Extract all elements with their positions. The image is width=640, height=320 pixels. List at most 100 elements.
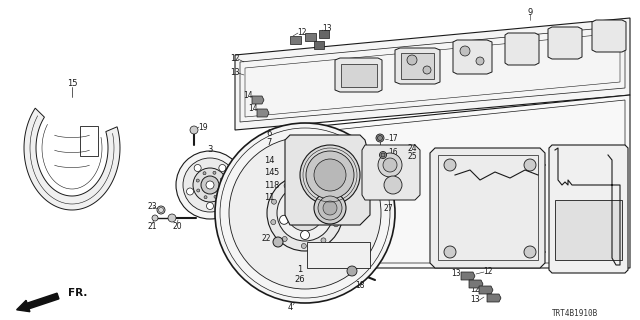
Text: 18: 18 [355, 282, 365, 291]
Text: 12: 12 [230, 53, 240, 62]
Circle shape [314, 191, 323, 200]
Text: 14: 14 [264, 167, 275, 177]
Circle shape [314, 159, 346, 191]
Circle shape [383, 158, 397, 172]
Circle shape [193, 168, 227, 202]
Circle shape [295, 203, 315, 223]
Text: 27: 27 [383, 204, 393, 212]
Circle shape [267, 175, 343, 251]
Circle shape [207, 203, 214, 210]
Circle shape [277, 185, 333, 241]
Polygon shape [505, 33, 539, 65]
Circle shape [183, 158, 237, 212]
Circle shape [196, 179, 199, 182]
Text: 12: 12 [483, 267, 493, 276]
Text: 16: 16 [388, 148, 398, 156]
Circle shape [476, 57, 484, 65]
Circle shape [215, 123, 395, 303]
Circle shape [423, 66, 431, 74]
Circle shape [444, 246, 456, 258]
Circle shape [219, 164, 226, 172]
Circle shape [229, 137, 381, 289]
Circle shape [221, 188, 224, 191]
Circle shape [380, 151, 387, 158]
Circle shape [334, 201, 339, 206]
Text: 11: 11 [264, 180, 275, 189]
Polygon shape [252, 96, 264, 104]
Circle shape [321, 215, 330, 224]
Circle shape [201, 176, 219, 194]
Polygon shape [549, 145, 628, 273]
Circle shape [214, 195, 217, 198]
Circle shape [206, 181, 214, 189]
Circle shape [323, 201, 337, 215]
Polygon shape [319, 30, 329, 38]
Polygon shape [479, 286, 493, 294]
Circle shape [384, 176, 402, 194]
Text: 14: 14 [248, 103, 258, 113]
Circle shape [227, 188, 234, 195]
Text: 6: 6 [266, 129, 272, 138]
Text: 5: 5 [273, 167, 278, 177]
Circle shape [524, 246, 536, 258]
Polygon shape [80, 126, 98, 156]
Polygon shape [453, 40, 492, 74]
Circle shape [444, 159, 456, 171]
Text: 14: 14 [264, 156, 275, 164]
Circle shape [321, 238, 326, 243]
Text: 24: 24 [407, 143, 417, 153]
Circle shape [213, 171, 216, 174]
Text: 20: 20 [172, 221, 182, 230]
Circle shape [300, 145, 360, 205]
Text: 3: 3 [207, 145, 212, 154]
Polygon shape [341, 64, 377, 87]
Text: 17: 17 [388, 133, 398, 142]
Polygon shape [257, 109, 269, 117]
Circle shape [314, 192, 346, 224]
Text: 26: 26 [294, 276, 305, 284]
Polygon shape [305, 33, 316, 41]
Text: 23: 23 [147, 202, 157, 211]
Polygon shape [430, 148, 545, 268]
Polygon shape [314, 41, 324, 49]
Circle shape [378, 135, 383, 140]
FancyArrow shape [17, 293, 59, 312]
Circle shape [186, 188, 193, 195]
Polygon shape [548, 27, 582, 59]
Polygon shape [285, 135, 370, 225]
Polygon shape [290, 36, 301, 44]
Text: 19: 19 [198, 123, 208, 132]
Text: 13: 13 [470, 295, 480, 305]
Polygon shape [592, 20, 626, 52]
Text: 13: 13 [230, 68, 240, 76]
Text: 7: 7 [266, 138, 272, 147]
Text: 9: 9 [527, 7, 532, 17]
Polygon shape [335, 58, 382, 92]
Circle shape [376, 134, 384, 142]
Circle shape [220, 178, 223, 181]
Circle shape [407, 55, 417, 65]
Circle shape [460, 46, 470, 56]
Circle shape [287, 195, 323, 231]
Text: TRT4B1910B: TRT4B1910B [552, 308, 598, 317]
Circle shape [323, 185, 328, 189]
Circle shape [284, 183, 289, 188]
Circle shape [168, 214, 176, 222]
Circle shape [306, 151, 354, 199]
Circle shape [333, 222, 339, 227]
Polygon shape [362, 145, 420, 200]
Polygon shape [280, 95, 630, 268]
Circle shape [282, 236, 287, 242]
Circle shape [157, 206, 165, 214]
Text: FR.: FR. [68, 288, 88, 298]
Circle shape [524, 159, 536, 171]
Polygon shape [395, 48, 440, 84]
Polygon shape [24, 108, 120, 210]
Text: 22: 22 [261, 234, 271, 243]
Polygon shape [555, 200, 622, 260]
Text: 25: 25 [407, 151, 417, 161]
Text: 4: 4 [287, 303, 292, 313]
Circle shape [271, 199, 276, 204]
Circle shape [203, 172, 206, 175]
Text: 21: 21 [147, 221, 157, 230]
